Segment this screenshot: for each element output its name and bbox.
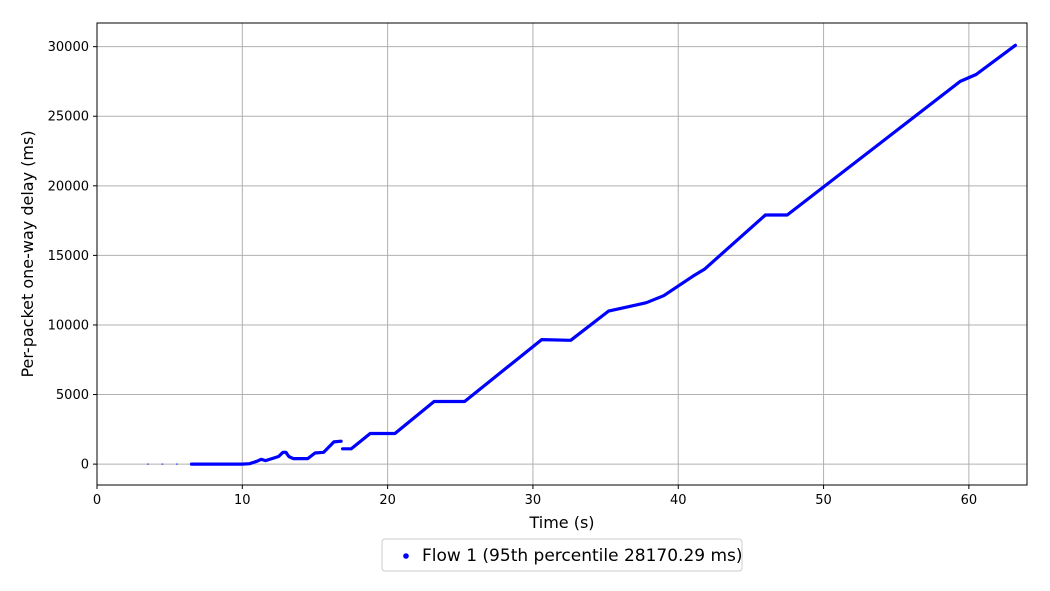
- x-tick-label: 40: [670, 493, 687, 508]
- x-axis-label: Time (s): [528, 513, 594, 532]
- series-trace: [341, 43, 1018, 451]
- data-point: [175, 463, 178, 466]
- x-axis-ticks: 0 10 20 30 40 50 60: [93, 485, 977, 508]
- x-tick-label: 60: [961, 493, 978, 508]
- x-tick-label: 20: [379, 493, 396, 508]
- x-tick-label: 30: [525, 493, 542, 508]
- y-axis-ticks: 0 5000 10000 15000 20000 25000 30000: [48, 40, 97, 473]
- data-point: [161, 463, 164, 466]
- x-tick-label: 50: [815, 493, 832, 508]
- legend-box: [381, 538, 743, 572]
- legend-marker: [403, 553, 409, 559]
- legend: Flow 1 (95th percentile 28170.29 ms): [381, 538, 743, 572]
- data-point: [146, 463, 149, 466]
- series-trace: [189, 439, 343, 466]
- y-tick-label: 30000: [48, 40, 89, 55]
- data-marks: [146, 43, 1018, 466]
- y-tick-label: 25000: [48, 110, 89, 125]
- legend-label: Flow 1 (95th percentile 28170.29 ms): [422, 546, 743, 566]
- y-tick-label: 0: [81, 458, 89, 473]
- y-axis-label: Per-packet one-way delay (ms): [18, 130, 37, 377]
- y-tick-label: 20000: [48, 179, 89, 194]
- y-tick-label: 10000: [48, 318, 89, 333]
- y-tick-label: 5000: [56, 388, 89, 403]
- plot-area-frame: [96, 22, 1028, 486]
- y-tick-label: 15000: [48, 249, 89, 264]
- x-tick-label: 10: [234, 493, 251, 508]
- x-tick-label: 0: [93, 493, 101, 508]
